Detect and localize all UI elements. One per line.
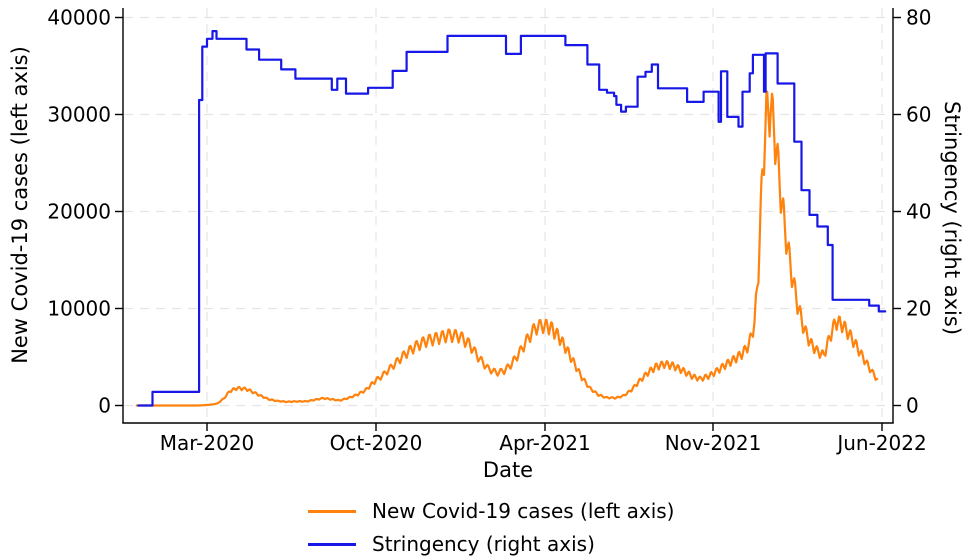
legend-label-cases: New Covid-19 cases (left axis): [372, 499, 675, 523]
y-left-tick-label: 40000: [47, 6, 111, 30]
x-axis-title: Date: [482, 458, 534, 482]
cases-series-line: [135, 90, 879, 407]
x-tick-label: Mar-2020: [160, 431, 255, 455]
y-right-tick-label: 80: [906, 6, 931, 30]
y-left-tick-label: 10000: [47, 297, 111, 321]
y-right-tick-label: 0: [906, 394, 919, 418]
y-right-tick-label: 60: [906, 103, 931, 127]
x-tick-label: Nov-2021: [665, 431, 762, 455]
y-right-tick-label: 20: [906, 297, 931, 321]
cases-line-swatch: [308, 509, 356, 513]
x-tick-label: Oct-2020: [330, 431, 423, 455]
y-axis-right-title: Stringency (right axis): [940, 100, 964, 336]
y-left-tick-label: 0: [98, 394, 111, 418]
legend-item-stringency: Stringency (right axis): [308, 531, 674, 557]
y-axis-left-title: New Covid-19 cases (left axis): [8, 46, 32, 364]
x-tick-label: Jun-2022: [835, 431, 926, 455]
y-left-tick-label: 30000: [47, 103, 111, 127]
x-tick-label: Apr-2021: [499, 431, 590, 455]
legend: New Covid-19 cases (left axis) Stringenc…: [308, 498, 674, 557]
stringency-series-line: [137, 30, 887, 407]
legend-label-stringency: Stringency (right axis): [372, 532, 595, 556]
y-left-tick-label: 20000: [47, 200, 111, 224]
y-right-tick-label: 40: [906, 200, 931, 224]
legend-item-cases: New Covid-19 cases (left axis): [308, 498, 674, 524]
stringency-line-swatch: [308, 542, 356, 546]
